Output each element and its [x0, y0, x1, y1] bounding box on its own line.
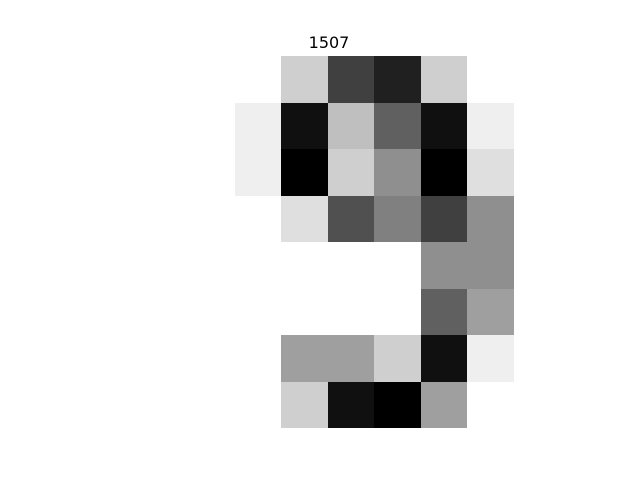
pixel-cell	[467, 381, 514, 428]
pixel-cell	[467, 149, 514, 196]
pixel-grid	[188, 56, 560, 428]
pixel-cell	[188, 381, 235, 428]
pixel-cell	[374, 335, 421, 382]
pixel-cell	[420, 149, 467, 196]
pixel-cell	[234, 335, 281, 382]
pixel-cell	[513, 335, 560, 382]
pixel-cell	[281, 381, 328, 428]
pixel-cell	[188, 195, 235, 242]
pixel-cell	[327, 56, 374, 103]
pixel-cell	[467, 242, 514, 289]
pixel-cell	[188, 102, 235, 149]
pixel-cell	[327, 195, 374, 242]
pixel-cell	[234, 381, 281, 428]
pixel-cell	[374, 102, 421, 149]
pixel-cell	[327, 335, 374, 382]
pixel-cell	[281, 102, 328, 149]
image-title: 1507	[308, 33, 350, 52]
pixel-cell	[513, 56, 560, 103]
pixel-cell	[234, 102, 281, 149]
pixel-cell	[281, 242, 328, 289]
pixel-cell	[374, 242, 421, 289]
pixel-cell	[327, 102, 374, 149]
pixel-cell	[513, 288, 560, 335]
pixel-cell	[420, 102, 467, 149]
pixel-cell	[234, 242, 281, 289]
pixel-cell	[281, 288, 328, 335]
pixel-cell	[513, 381, 560, 428]
pixel-cell	[374, 381, 421, 428]
pixel-cell	[188, 56, 235, 103]
pixel-cell	[234, 56, 281, 103]
pixel-cell	[374, 56, 421, 103]
title-area: 1507	[0, 0, 640, 60]
pixel-cell	[420, 195, 467, 242]
pixel-cell	[327, 149, 374, 196]
pixel-cell	[234, 195, 281, 242]
pixel-cell	[374, 195, 421, 242]
pixel-cell	[420, 381, 467, 428]
pixel-cell	[467, 195, 514, 242]
pixel-cell	[188, 288, 235, 335]
pixel-cell	[467, 335, 514, 382]
pixel-cell	[420, 242, 467, 289]
pixel-cell	[234, 288, 281, 335]
pixel-cell	[467, 56, 514, 103]
pixel-cell	[188, 242, 235, 289]
pixel-cell	[374, 288, 421, 335]
pixel-cell	[513, 149, 560, 196]
pixel-cell	[188, 149, 235, 196]
pixel-cell	[234, 149, 281, 196]
pixel-cell	[281, 56, 328, 103]
pixel-cell	[513, 195, 560, 242]
pixel-cell	[420, 56, 467, 103]
pixel-cell	[420, 335, 467, 382]
pixel-cell	[327, 242, 374, 289]
pixel-cell	[374, 149, 421, 196]
pixel-cell	[327, 381, 374, 428]
pixel-cell	[188, 335, 235, 382]
pixel-cell	[281, 149, 328, 196]
pixel-cell	[281, 335, 328, 382]
pixel-cell	[513, 242, 560, 289]
pixel-cell	[420, 288, 467, 335]
pixel-cell	[327, 288, 374, 335]
pixel-cell	[467, 288, 514, 335]
pixel-cell	[513, 102, 560, 149]
pixel-cell	[467, 102, 514, 149]
pixel-cell	[281, 195, 328, 242]
